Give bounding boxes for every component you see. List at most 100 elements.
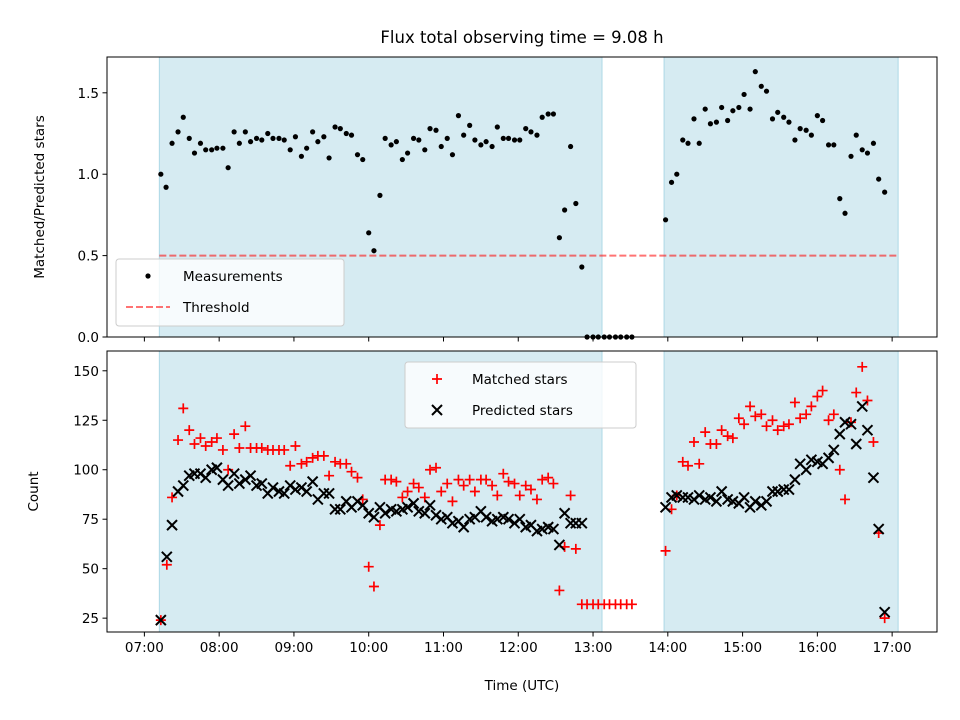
- x-tick-label: 14:00: [648, 640, 687, 656]
- predicted-star-marker: [318, 487, 330, 500]
- matched-star-marker: [823, 415, 834, 426]
- matched-star-marker: [374, 520, 385, 531]
- predicted-star-marker: [502, 513, 515, 525]
- measurement-point: [528, 129, 534, 135]
- measurement-point: [404, 150, 411, 156]
- matched-star-marker: [801, 409, 812, 420]
- measurement-point: [573, 200, 579, 207]
- matched-star-marker: [341, 458, 352, 469]
- matched-star-marker: [694, 458, 705, 469]
- measurement-point: [562, 207, 568, 213]
- measurement-point: [747, 106, 753, 112]
- legend-label: Threshold: [182, 300, 250, 316]
- measurement-point: [175, 129, 181, 135]
- legend-box: [115, 258, 345, 327]
- matched-star-marker: [447, 496, 458, 507]
- predicted-star-marker: [329, 503, 341, 516]
- matched-star-marker: [352, 472, 363, 483]
- predicted-star-marker: [514, 513, 526, 525]
- predicted-star-marker: [267, 481, 279, 494]
- measurement-point: [859, 147, 865, 153]
- x-tick-label: 15:00: [723, 640, 762, 656]
- measurement-point: [876, 176, 882, 182]
- predicted-star-marker: [166, 519, 178, 531]
- matched-star-marker: [189, 439, 200, 450]
- legend-box: [404, 361, 637, 429]
- matched-star-marker: [487, 480, 498, 491]
- predicted-star-marker: [457, 521, 470, 533]
- y-axis-label: Count: [26, 471, 42, 511]
- matched-star-marker: [851, 387, 862, 398]
- matched-star-marker: [745, 401, 756, 412]
- y-tick-label: 150: [73, 364, 99, 380]
- predicted-star-marker: [856, 400, 868, 413]
- predicted-star-marker: [424, 499, 436, 512]
- predicted-star-marker: [228, 467, 240, 480]
- matched-star-marker: [503, 476, 514, 487]
- legend-label: Predicted stars: [472, 403, 573, 419]
- x-tick-label: 16:00: [798, 640, 837, 656]
- predicted-star-marker: [845, 418, 857, 430]
- matched-star-marker: [442, 478, 453, 489]
- measurement-point: [842, 210, 848, 216]
- y-tick-label: 100: [73, 463, 99, 479]
- matched-star-marker: [548, 478, 559, 489]
- matched-star-marker: [795, 413, 806, 424]
- measurement-point: [483, 139, 489, 145]
- measurement-point: [505, 135, 512, 141]
- matched-star-marker: [200, 440, 211, 451]
- matched-star-marker: [436, 486, 447, 497]
- measurement-point: [489, 143, 495, 150]
- measurement-point: [315, 139, 321, 145]
- legend-predicted-handle: [431, 404, 443, 416]
- measurement-point: [517, 137, 523, 143]
- measurement-point: [292, 134, 299, 140]
- measurement-point: [298, 153, 305, 159]
- measurement-point: [797, 126, 803, 132]
- matched-star-marker: [301, 456, 312, 467]
- matched-star-marker: [783, 419, 794, 430]
- matched-star-marker: [178, 403, 189, 414]
- matched-star-marker: [537, 474, 548, 485]
- y-tick-label: 25: [82, 611, 99, 627]
- predicted-star-marker: [368, 511, 380, 523]
- measurement-point: [366, 230, 372, 236]
- x-tick-label: 17:00: [873, 640, 912, 656]
- predicted-star-marker: [357, 499, 369, 512]
- measurement-point: [769, 116, 776, 122]
- matched-star-marker: [167, 492, 178, 503]
- measurement-point: [247, 139, 254, 145]
- matched-star-marker: [565, 490, 576, 501]
- x-tick-label: 10:00: [349, 640, 388, 656]
- matched-star-marker: [711, 439, 722, 450]
- predicted-star-marker: [878, 606, 891, 618]
- predicted-star-marker: [401, 501, 414, 514]
- x-tick-label: 13:00: [574, 640, 613, 656]
- predicted-star-marker: [199, 471, 212, 484]
- measurement-point: [399, 156, 405, 163]
- matched-star-marker: [492, 490, 503, 501]
- matched-star-marker: [481, 474, 492, 485]
- measurement-point: [191, 150, 198, 156]
- measurement-point: [808, 132, 814, 138]
- matched-star-marker: [531, 494, 542, 505]
- measurement-point: [763, 88, 770, 94]
- matched-star-marker: [868, 437, 879, 448]
- predicted-star-marker: [861, 424, 874, 436]
- measurement-point: [523, 126, 529, 132]
- predicted-star-marker: [822, 452, 835, 464]
- measurement-point: [467, 122, 473, 128]
- matched-star-marker: [812, 391, 823, 402]
- predicted-star-marker: [419, 507, 431, 519]
- predicted-star-marker: [738, 491, 750, 504]
- measurement-point: [310, 129, 316, 135]
- measurement-point: [371, 248, 377, 254]
- matched-star-marker: [857, 361, 868, 372]
- matched-star-marker: [307, 452, 318, 463]
- predicted-star-marker: [244, 469, 257, 482]
- measurement-point: [848, 153, 854, 159]
- measurement-point: [209, 147, 215, 153]
- matched-star-marker: [408, 478, 419, 489]
- measurement-point: [539, 114, 545, 120]
- measurement-point: [825, 142, 832, 148]
